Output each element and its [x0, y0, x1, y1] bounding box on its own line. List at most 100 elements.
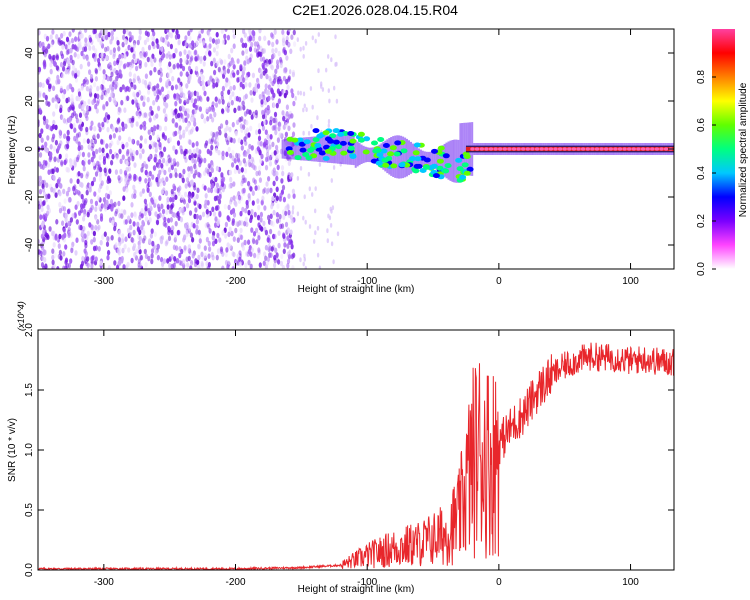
noise-mark — [254, 109, 258, 116]
noise-mark — [187, 244, 191, 250]
noise-mark — [271, 221, 275, 227]
noise-mark — [275, 212, 279, 218]
noise-mark — [280, 253, 284, 260]
noise-mark — [166, 204, 170, 210]
noise-mark — [116, 264, 120, 269]
snr-plot-area — [38, 342, 674, 570]
noise-mark — [76, 200, 80, 207]
noise-mark — [51, 168, 55, 174]
noise-mark — [58, 153, 62, 160]
noise-mark — [236, 157, 241, 163]
x-tick-label: -300 — [94, 276, 114, 287]
noise-mark — [173, 185, 177, 191]
noise-mark — [61, 93, 66, 100]
signal-mark — [636, 147, 641, 151]
noise-mark — [227, 53, 231, 60]
signal-mark — [318, 150, 326, 156]
signal-mark — [511, 147, 517, 151]
noise-mark — [138, 29, 142, 35]
signal-mark — [339, 140, 347, 146]
noise-mark — [235, 260, 239, 266]
noise-mark — [94, 68, 99, 75]
signal-mark — [516, 147, 521, 151]
noise-mark — [231, 91, 235, 97]
noise-mark — [197, 229, 201, 236]
noise-mark — [70, 37, 75, 44]
signal-envelope — [366, 147, 369, 162]
noise-mark — [259, 56, 263, 62]
noise-mark — [147, 177, 151, 183]
noise-mark — [273, 262, 277, 269]
noise-mark — [112, 97, 116, 103]
noise-mark — [194, 166, 198, 173]
noise-mark — [215, 60, 219, 67]
noise-mark — [196, 154, 201, 160]
noise-mark — [51, 124, 56, 130]
noise-mark — [299, 46, 302, 52]
noise-mark — [60, 161, 64, 167]
noise-mark — [275, 195, 279, 202]
noise-mark — [103, 117, 107, 123]
noise-mark — [273, 111, 278, 118]
noise-mark — [188, 154, 192, 161]
noise-mark — [78, 191, 82, 197]
noise-mark — [55, 219, 59, 225]
noise-mark — [244, 74, 249, 81]
noise-mark — [113, 260, 117, 266]
noise-mark — [186, 246, 190, 253]
signal-mark — [544, 147, 549, 151]
noise-mark — [290, 113, 294, 119]
noise-mark — [106, 88, 110, 94]
noise-mark — [103, 87, 107, 94]
noise-mark — [227, 146, 231, 153]
noise-mark — [135, 65, 139, 72]
noise-mark — [259, 211, 263, 218]
noise-mark — [273, 74, 277, 80]
noise-mark — [227, 135, 231, 142]
noise-mark — [154, 198, 158, 205]
noise-mark — [195, 147, 199, 153]
noise-mark — [171, 75, 175, 82]
noise-mark — [224, 29, 228, 32]
noise-mark — [94, 76, 98, 82]
noise-mark — [68, 158, 73, 164]
noise-mark — [152, 36, 156, 42]
noise-mark — [81, 231, 85, 237]
noise-mark — [333, 85, 336, 91]
noise-mark — [127, 247, 131, 253]
noise-mark — [246, 148, 250, 155]
noise-mark — [61, 44, 65, 50]
noise-mark — [195, 126, 199, 132]
noise-mark — [93, 81, 97, 88]
signal-envelope — [305, 137, 308, 161]
noise-mark — [121, 154, 125, 160]
noise-mark — [172, 212, 176, 218]
signal-mark — [380, 148, 388, 154]
noise-mark — [100, 85, 104, 92]
noise-mark — [54, 124, 58, 131]
noise-mark — [146, 96, 150, 103]
noise-mark — [203, 118, 207, 124]
noise-mark — [154, 147, 158, 153]
noise-mark — [63, 133, 67, 139]
noise-mark — [110, 159, 114, 166]
noise-mark — [74, 204, 78, 210]
noise-mark — [203, 252, 208, 259]
noise-mark — [264, 229, 268, 236]
noise-mark — [215, 50, 219, 57]
noise-mark — [92, 176, 96, 183]
noise-mark — [88, 37, 93, 43]
noise-mark — [98, 32, 102, 39]
signal-mark — [332, 139, 340, 145]
noise-mark — [216, 220, 220, 227]
noise-mark — [244, 151, 248, 157]
noise-mark — [109, 75, 113, 82]
noise-mark — [263, 99, 267, 106]
noise-mark — [200, 251, 204, 258]
noise-mark — [240, 139, 244, 145]
noise-mark — [153, 156, 157, 163]
noise-mark — [62, 30, 66, 37]
noise-mark — [144, 253, 148, 260]
noise-mark — [237, 168, 241, 174]
noise-mark — [40, 233, 45, 240]
